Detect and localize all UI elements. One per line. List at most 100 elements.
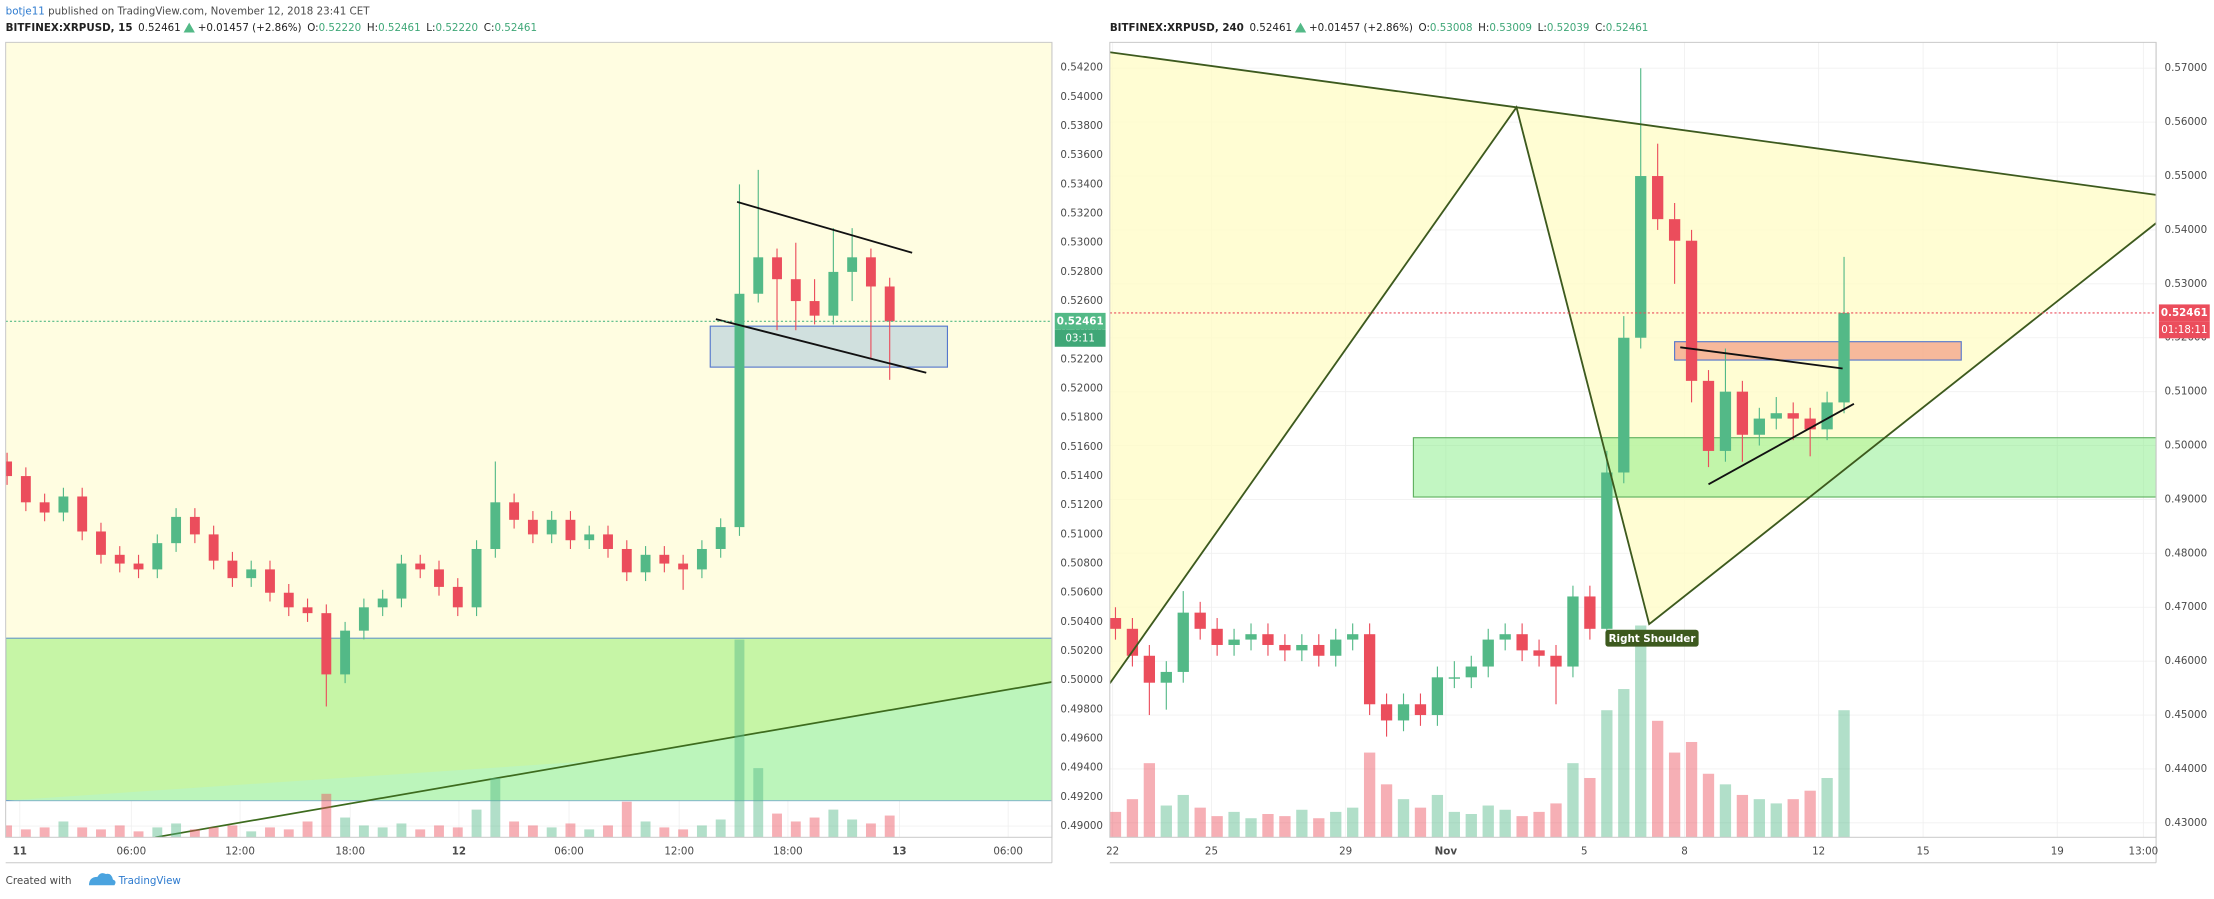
volume-bar xyxy=(189,829,200,838)
volume-bar xyxy=(753,768,764,838)
volume-bar xyxy=(114,825,125,838)
last: 0.52461 xyxy=(1249,22,1292,34)
volume-bar xyxy=(1618,689,1630,838)
countdown: 01:18:11 xyxy=(2161,324,2207,336)
tradingview-link[interactable]: TradingView xyxy=(118,875,181,887)
candle-body xyxy=(1143,655,1156,683)
x-tick-label: 11 xyxy=(13,845,27,857)
candle-body xyxy=(1228,639,1240,645)
y-tick-label: 0.51200 xyxy=(1060,499,1103,511)
volume-bar xyxy=(640,821,651,838)
volume-bar xyxy=(1753,799,1765,838)
resistance-zone xyxy=(1674,341,1962,361)
candle-body xyxy=(1431,677,1444,716)
y-tick-label: 0.47000 xyxy=(2165,601,2208,613)
volume-bar xyxy=(152,827,163,838)
candle-body xyxy=(865,257,876,287)
volume-bar xyxy=(715,819,726,838)
volume-bar xyxy=(1347,807,1359,838)
volume-bar xyxy=(415,829,426,838)
volume-bar xyxy=(1279,816,1291,838)
candle-body xyxy=(246,569,257,579)
candle-body xyxy=(809,301,820,316)
volume-bar xyxy=(865,823,876,838)
candle-body xyxy=(471,548,482,608)
candle-body xyxy=(1618,337,1630,473)
publish-line: botje11 published on TradingView.com, No… xyxy=(6,5,371,17)
x-tick-label: 06:00 xyxy=(116,845,146,857)
up-arrow xyxy=(1294,22,1307,33)
volume-bar xyxy=(1635,625,1647,838)
volume-bar xyxy=(1414,807,1427,838)
candle-body xyxy=(1736,391,1749,435)
y-tick-label: 0.50000 xyxy=(1060,674,1103,686)
candle-body xyxy=(189,516,200,535)
channel-top xyxy=(736,201,913,254)
y-tick-label: 0.50400 xyxy=(1060,616,1103,628)
y-tick-label: 0.51000 xyxy=(1060,528,1103,540)
x-tick-label: 12:00 xyxy=(225,845,255,857)
volume-bar xyxy=(1584,777,1596,838)
volume-bar xyxy=(546,827,557,838)
candle-body xyxy=(546,519,557,535)
volume-bar xyxy=(1363,752,1376,838)
y-tick-label: 0.49600 xyxy=(1060,733,1103,745)
candle-body xyxy=(396,563,407,599)
volume-bar xyxy=(96,829,106,838)
change: +0.01457 (+2.86%) xyxy=(1309,22,1413,34)
author[interactable]: botje11 xyxy=(6,5,45,17)
candle-body xyxy=(734,293,745,528)
candle-body xyxy=(358,607,369,631)
volume-bar xyxy=(1499,809,1511,838)
candle-body xyxy=(565,519,576,541)
price-label-box xyxy=(2158,304,2210,322)
x-tick-label: 12 xyxy=(452,845,466,857)
trend-line xyxy=(155,681,1052,838)
volume-bar xyxy=(828,809,839,838)
candle-body xyxy=(1194,612,1206,629)
volume-bar xyxy=(208,827,219,838)
candle-body xyxy=(847,257,858,272)
candle-body xyxy=(377,598,388,608)
y-tick-label: 0.53400 xyxy=(1060,178,1103,190)
x-tick-label: 5 xyxy=(1581,845,1588,857)
x-tick-label: Nov xyxy=(1435,845,1458,857)
annotation: Right Shoulder xyxy=(1609,633,1697,645)
volume-bar xyxy=(302,821,313,838)
volume-bar xyxy=(509,821,520,838)
candle-body xyxy=(884,286,895,322)
y-tick-label: 0.51000 xyxy=(2165,386,2208,398)
price-label-box xyxy=(1054,312,1106,330)
candle-body xyxy=(527,519,538,535)
y-tick-label: 0.49800 xyxy=(1060,703,1103,715)
symbol: BITFINEX:XRPUSD, 15 xyxy=(6,22,133,34)
quote-value: 0.52220 xyxy=(319,22,362,34)
y-tick-label: 0.43000 xyxy=(2165,817,2208,829)
volume-bar xyxy=(1601,710,1613,838)
x-tick-label: 25 xyxy=(1205,845,1218,857)
candle-body xyxy=(1380,704,1393,721)
x-tick-label: 18:00 xyxy=(335,845,365,857)
candle-body xyxy=(1347,634,1359,640)
candle-body xyxy=(1668,219,1681,241)
candle-body xyxy=(133,563,144,570)
candle-body xyxy=(1313,644,1325,656)
quote-label: H: xyxy=(367,22,378,34)
volume-bar xyxy=(1652,720,1664,838)
volume-bar xyxy=(1211,816,1223,838)
candle-body xyxy=(715,527,726,549)
x-tick-label: 15 xyxy=(1917,845,1930,857)
y-tick-label: 0.57000 xyxy=(2165,62,2208,74)
candle-body xyxy=(1465,666,1477,678)
volume-bar xyxy=(39,827,50,838)
volume-bar xyxy=(1380,784,1393,838)
tradingview-logo[interactable] xyxy=(88,873,116,886)
candle-body xyxy=(659,554,670,564)
candle-body xyxy=(1279,644,1291,651)
candle-body xyxy=(415,563,426,570)
y-tick-label: 0.46000 xyxy=(2165,655,2208,667)
y-tick-label: 0.51600 xyxy=(1060,441,1103,453)
candle-body xyxy=(772,257,782,280)
quote-value: 0.52039 xyxy=(1547,22,1590,34)
